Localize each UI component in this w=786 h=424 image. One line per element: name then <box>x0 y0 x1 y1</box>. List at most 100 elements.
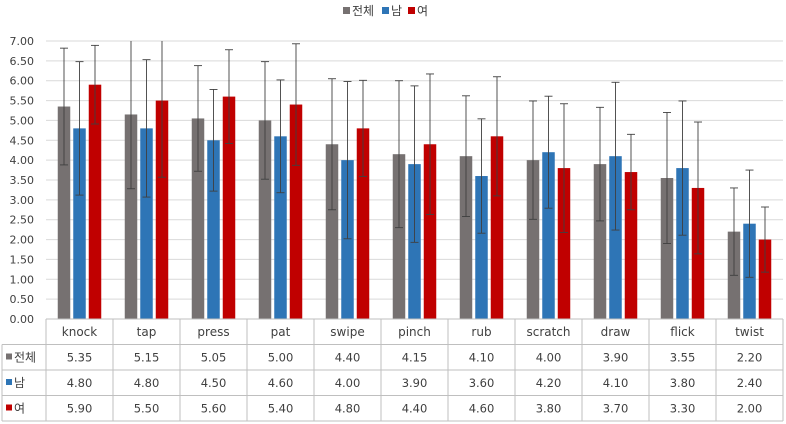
category-label: tap <box>137 325 157 339</box>
bar <box>274 136 287 319</box>
category-label: scratch <box>526 325 570 339</box>
data-label: 5.50 <box>134 402 160 416</box>
data-label: 5.05 <box>201 351 227 365</box>
bar <box>341 160 354 319</box>
data-table: knock tap press pat swipe pinch rub scratch draw… <box>1 318 784 422</box>
y-tick-label: 1.00 <box>10 273 35 286</box>
bar <box>140 128 153 319</box>
legend-swatch <box>382 7 389 14</box>
error-bars <box>60 41 769 278</box>
table-series-label: 남 <box>14 376 25 390</box>
data-label: 2.20 <box>737 351 763 365</box>
legend-label: 전체 <box>352 4 374 18</box>
data-label: 3.55 <box>670 351 696 365</box>
data-label: 2.00 <box>737 402 763 416</box>
bar <box>557 168 571 319</box>
bar <box>423 144 437 319</box>
table-series-label: 여 <box>14 402 25 416</box>
data-label: 4.80 <box>67 376 93 390</box>
table-legend-swatch <box>6 404 12 411</box>
data-label: 3.90 <box>402 376 428 390</box>
data-label: 5.00 <box>268 351 294 365</box>
y-axis: 0.00 0.50 1.00 1.50 2.00 2.50 3.00 3.50 4.00 4.50… <box>10 35 35 326</box>
legend-swatch <box>343 7 350 14</box>
bar <box>526 160 540 319</box>
data-label: 2.40 <box>737 376 763 390</box>
bar <box>191 118 205 319</box>
data-label: 4.00 <box>536 351 562 365</box>
data-label: 4.50 <box>201 376 227 390</box>
category-label: knock <box>62 325 97 339</box>
data-label: 3.30 <box>670 402 696 416</box>
data-label: 4.10 <box>469 351 495 365</box>
y-tick-label: 4.00 <box>10 154 35 167</box>
data-label: 4.20 <box>536 376 562 390</box>
data-label: 4.40 <box>335 351 361 365</box>
data-label: 4.60 <box>268 376 294 390</box>
bar <box>207 140 220 319</box>
data-label: 4.15 <box>402 351 428 365</box>
data-label: 5.90 <box>67 402 93 416</box>
bar <box>392 154 406 319</box>
bar <box>289 104 303 320</box>
bar <box>325 144 339 319</box>
bar <box>676 168 689 319</box>
data-label: 3.80 <box>536 402 562 416</box>
data-label: 4.10 <box>603 376 629 390</box>
bar <box>475 176 488 319</box>
data-label: 4.80 <box>134 376 160 390</box>
y-tick-label: 3.00 <box>10 194 35 207</box>
bar <box>490 136 504 319</box>
data-label: 5.40 <box>268 402 294 416</box>
data-label: 5.35 <box>67 351 93 365</box>
bar <box>758 239 772 319</box>
bar <box>258 120 272 319</box>
bar <box>660 178 674 319</box>
bar <box>73 128 86 319</box>
y-tick-label: 2.00 <box>10 234 35 247</box>
y-tick-label: 0.00 <box>10 313 35 326</box>
category-label: draw <box>601 325 631 339</box>
bar <box>593 164 607 319</box>
data-label: 4.80 <box>335 402 361 416</box>
y-tick-label: 3.50 <box>10 174 35 187</box>
data-label: 5.60 <box>201 402 227 416</box>
bar <box>222 96 236 319</box>
data-label: 3.90 <box>603 351 629 365</box>
data-label: 4.60 <box>469 402 495 416</box>
bar <box>124 114 138 319</box>
legend-swatch <box>408 7 415 14</box>
category-label: swipe <box>330 325 364 339</box>
category-label: twist <box>735 325 764 339</box>
y-tick-label: 4.50 <box>10 134 35 147</box>
category-label: flick <box>670 325 694 339</box>
data-label: 3.80 <box>670 376 696 390</box>
bar <box>459 156 473 319</box>
bar <box>542 152 555 319</box>
table-legend-swatch <box>6 379 12 385</box>
y-tick-label: 1.50 <box>10 253 35 266</box>
y-tick-label: 5.00 <box>10 114 35 127</box>
data-label: 5.15 <box>134 351 160 365</box>
category-label: pat <box>271 325 291 339</box>
bar <box>155 100 169 319</box>
legend: 전체 남 여 <box>343 4 428 18</box>
y-tick-label: 6.00 <box>10 75 35 88</box>
category-label: pinch <box>398 325 431 339</box>
y-tick-label: 7.00 <box>10 35 35 48</box>
data-label: 3.70 <box>603 402 629 416</box>
data-label: 3.60 <box>469 376 495 390</box>
y-tick-label: 5.50 <box>10 95 35 108</box>
table-legend-swatch <box>6 353 12 360</box>
y-tick-label: 2.50 <box>10 214 35 227</box>
legend-label: 여 <box>417 4 428 18</box>
category-label: rub <box>471 325 491 339</box>
bar <box>88 84 102 319</box>
category-label: press <box>197 325 229 339</box>
y-tick-label: 6.50 <box>10 55 35 68</box>
bar <box>624 172 638 319</box>
bar <box>609 156 622 319</box>
y-tick-label: 0.50 <box>10 293 35 306</box>
data-label: 4.40 <box>402 402 428 416</box>
